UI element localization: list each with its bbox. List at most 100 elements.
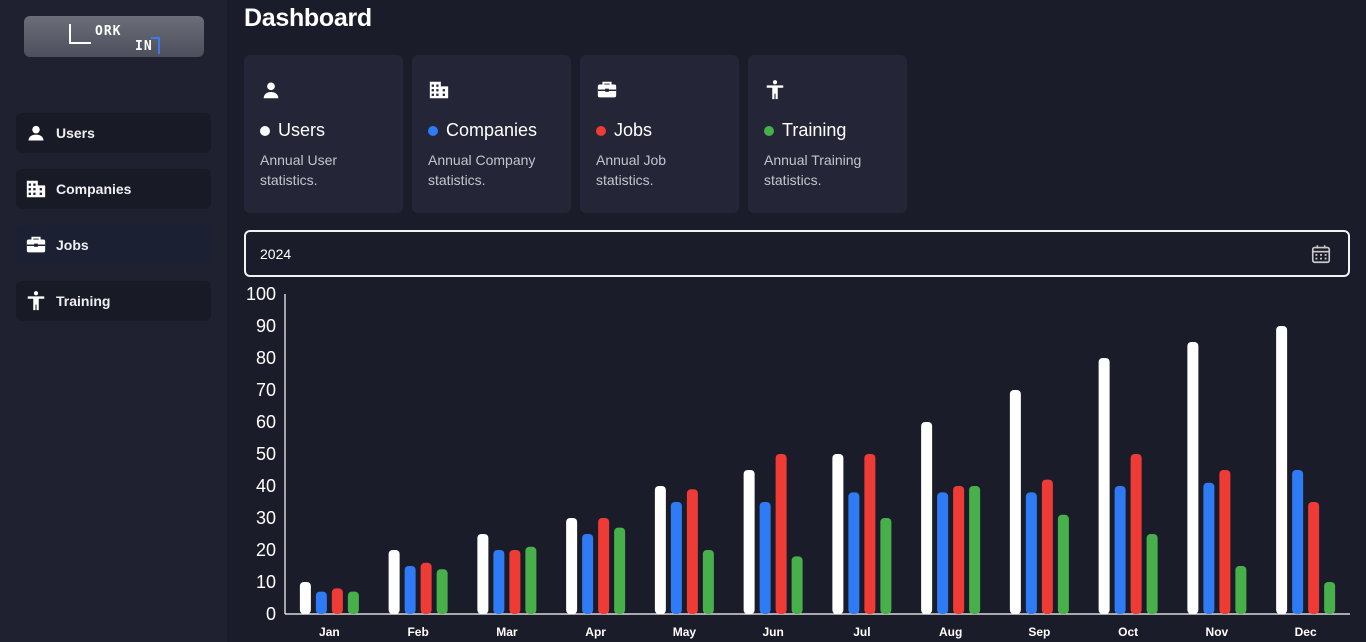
card-description: Annual Job statistics. [596,152,667,188]
bar [953,486,965,614]
bar [420,562,432,614]
card-training[interactable]: Training Annual Training statistics. [748,55,907,213]
building-icon [428,79,450,101]
bar [759,502,771,614]
bar [670,502,682,614]
card-users[interactable]: Users Annual User statistics. [244,55,403,213]
sidebar-item-companies[interactable]: Companies [16,169,211,209]
card-description: Annual Training statistics. [764,152,862,188]
briefcase-icon [25,234,47,256]
card-title: Users [278,120,326,140]
y-tick-label: 40 [256,476,276,496]
card-description: Annual User statistics. [260,152,338,188]
bar [654,486,666,614]
bar [1146,534,1158,614]
series-dot [260,125,270,136]
sidebar: ORK IN Users Companies Jobs Training [0,0,227,642]
bar [566,518,578,614]
x-tick-label: Sep [1028,625,1050,639]
card-companies[interactable]: Companies Annual Company statistics. [412,55,571,213]
bar [937,492,949,614]
card-description: Annual Company statistics. [428,152,536,188]
bar [791,556,803,614]
bar [1276,326,1288,614]
bar [848,492,860,614]
card-title: Training [782,120,847,140]
bar [1098,358,1110,614]
bar [525,546,537,614]
bar [315,591,327,614]
bar [1203,482,1215,614]
y-tick-label: 10 [256,572,276,592]
bar [1130,454,1142,614]
brand-logo[interactable]: ORK IN [24,16,204,57]
year-picker-input[interactable]: 2024 [244,230,1350,277]
bar [686,489,698,614]
accessibility-icon [25,290,47,312]
bar [1009,390,1021,614]
sidebar-item-training[interactable]: Training [16,281,211,321]
sidebar-item-label: Training [56,293,111,309]
sidebar-item-label: Companies [56,181,132,197]
bar [614,527,626,614]
logo-text-top: ORK [95,24,122,39]
card-jobs[interactable]: Jobs Annual Job statistics. [580,55,739,213]
bar [477,534,489,614]
bar [1235,566,1247,614]
x-tick-label: Mar [496,625,518,639]
bar [832,454,844,614]
building-icon [25,178,47,200]
series-dot [764,125,774,136]
bar [969,486,981,614]
bar [388,550,400,614]
y-tick-label: 30 [256,508,276,528]
sidebar-item-users[interactable]: Users [16,113,211,153]
calendar-icon[interactable] [1310,243,1332,265]
sidebar-item-jobs[interactable]: Jobs [16,225,211,265]
bar [1324,582,1336,614]
bar [1025,492,1037,614]
bar [598,518,610,614]
bar [1219,470,1231,614]
x-tick-label: Jun [762,625,783,639]
bar [1308,502,1320,614]
accessibility-icon [764,79,786,101]
bar [1114,486,1126,614]
y-tick-label: 20 [256,540,276,560]
y-tick-label: 90 [256,316,276,336]
y-tick-label: 80 [256,348,276,368]
bar [582,534,594,614]
person-icon [25,122,47,144]
y-tick-label: 50 [256,444,276,464]
bar [921,422,933,614]
x-tick-label: Aug [939,625,962,639]
logo-mark: ORK IN [69,24,160,54]
bar [880,518,892,614]
bar [493,550,505,614]
card-title: Companies [446,120,538,140]
logo-text-bottom: IN [135,39,153,54]
bar [775,454,787,614]
x-tick-label: Oct [1118,625,1138,639]
sidebar-item-label: Users [56,125,95,141]
x-tick-label: Jul [853,625,870,639]
bar [1041,479,1053,614]
y-tick-label: 60 [256,412,276,432]
x-tick-label: May [673,625,697,639]
bar [743,470,755,614]
y-tick-label: 0 [266,604,276,624]
bar [1292,470,1304,614]
bar [864,454,876,614]
card-title: Jobs [614,120,653,140]
x-tick-label: Apr [585,625,606,639]
bar [299,582,311,614]
briefcase-icon [596,79,618,101]
bar [404,566,416,614]
x-tick-label: Dec [1295,625,1317,639]
bar [331,588,343,614]
annual-bar-chart: 0 10 20 30 40 50 60 70 80 90 100 Jan Feb Mar Apr May Jun… [236,284,1366,642]
bar [436,569,448,614]
bar [1187,342,1199,614]
bar [702,550,714,614]
series-dot [428,125,438,136]
